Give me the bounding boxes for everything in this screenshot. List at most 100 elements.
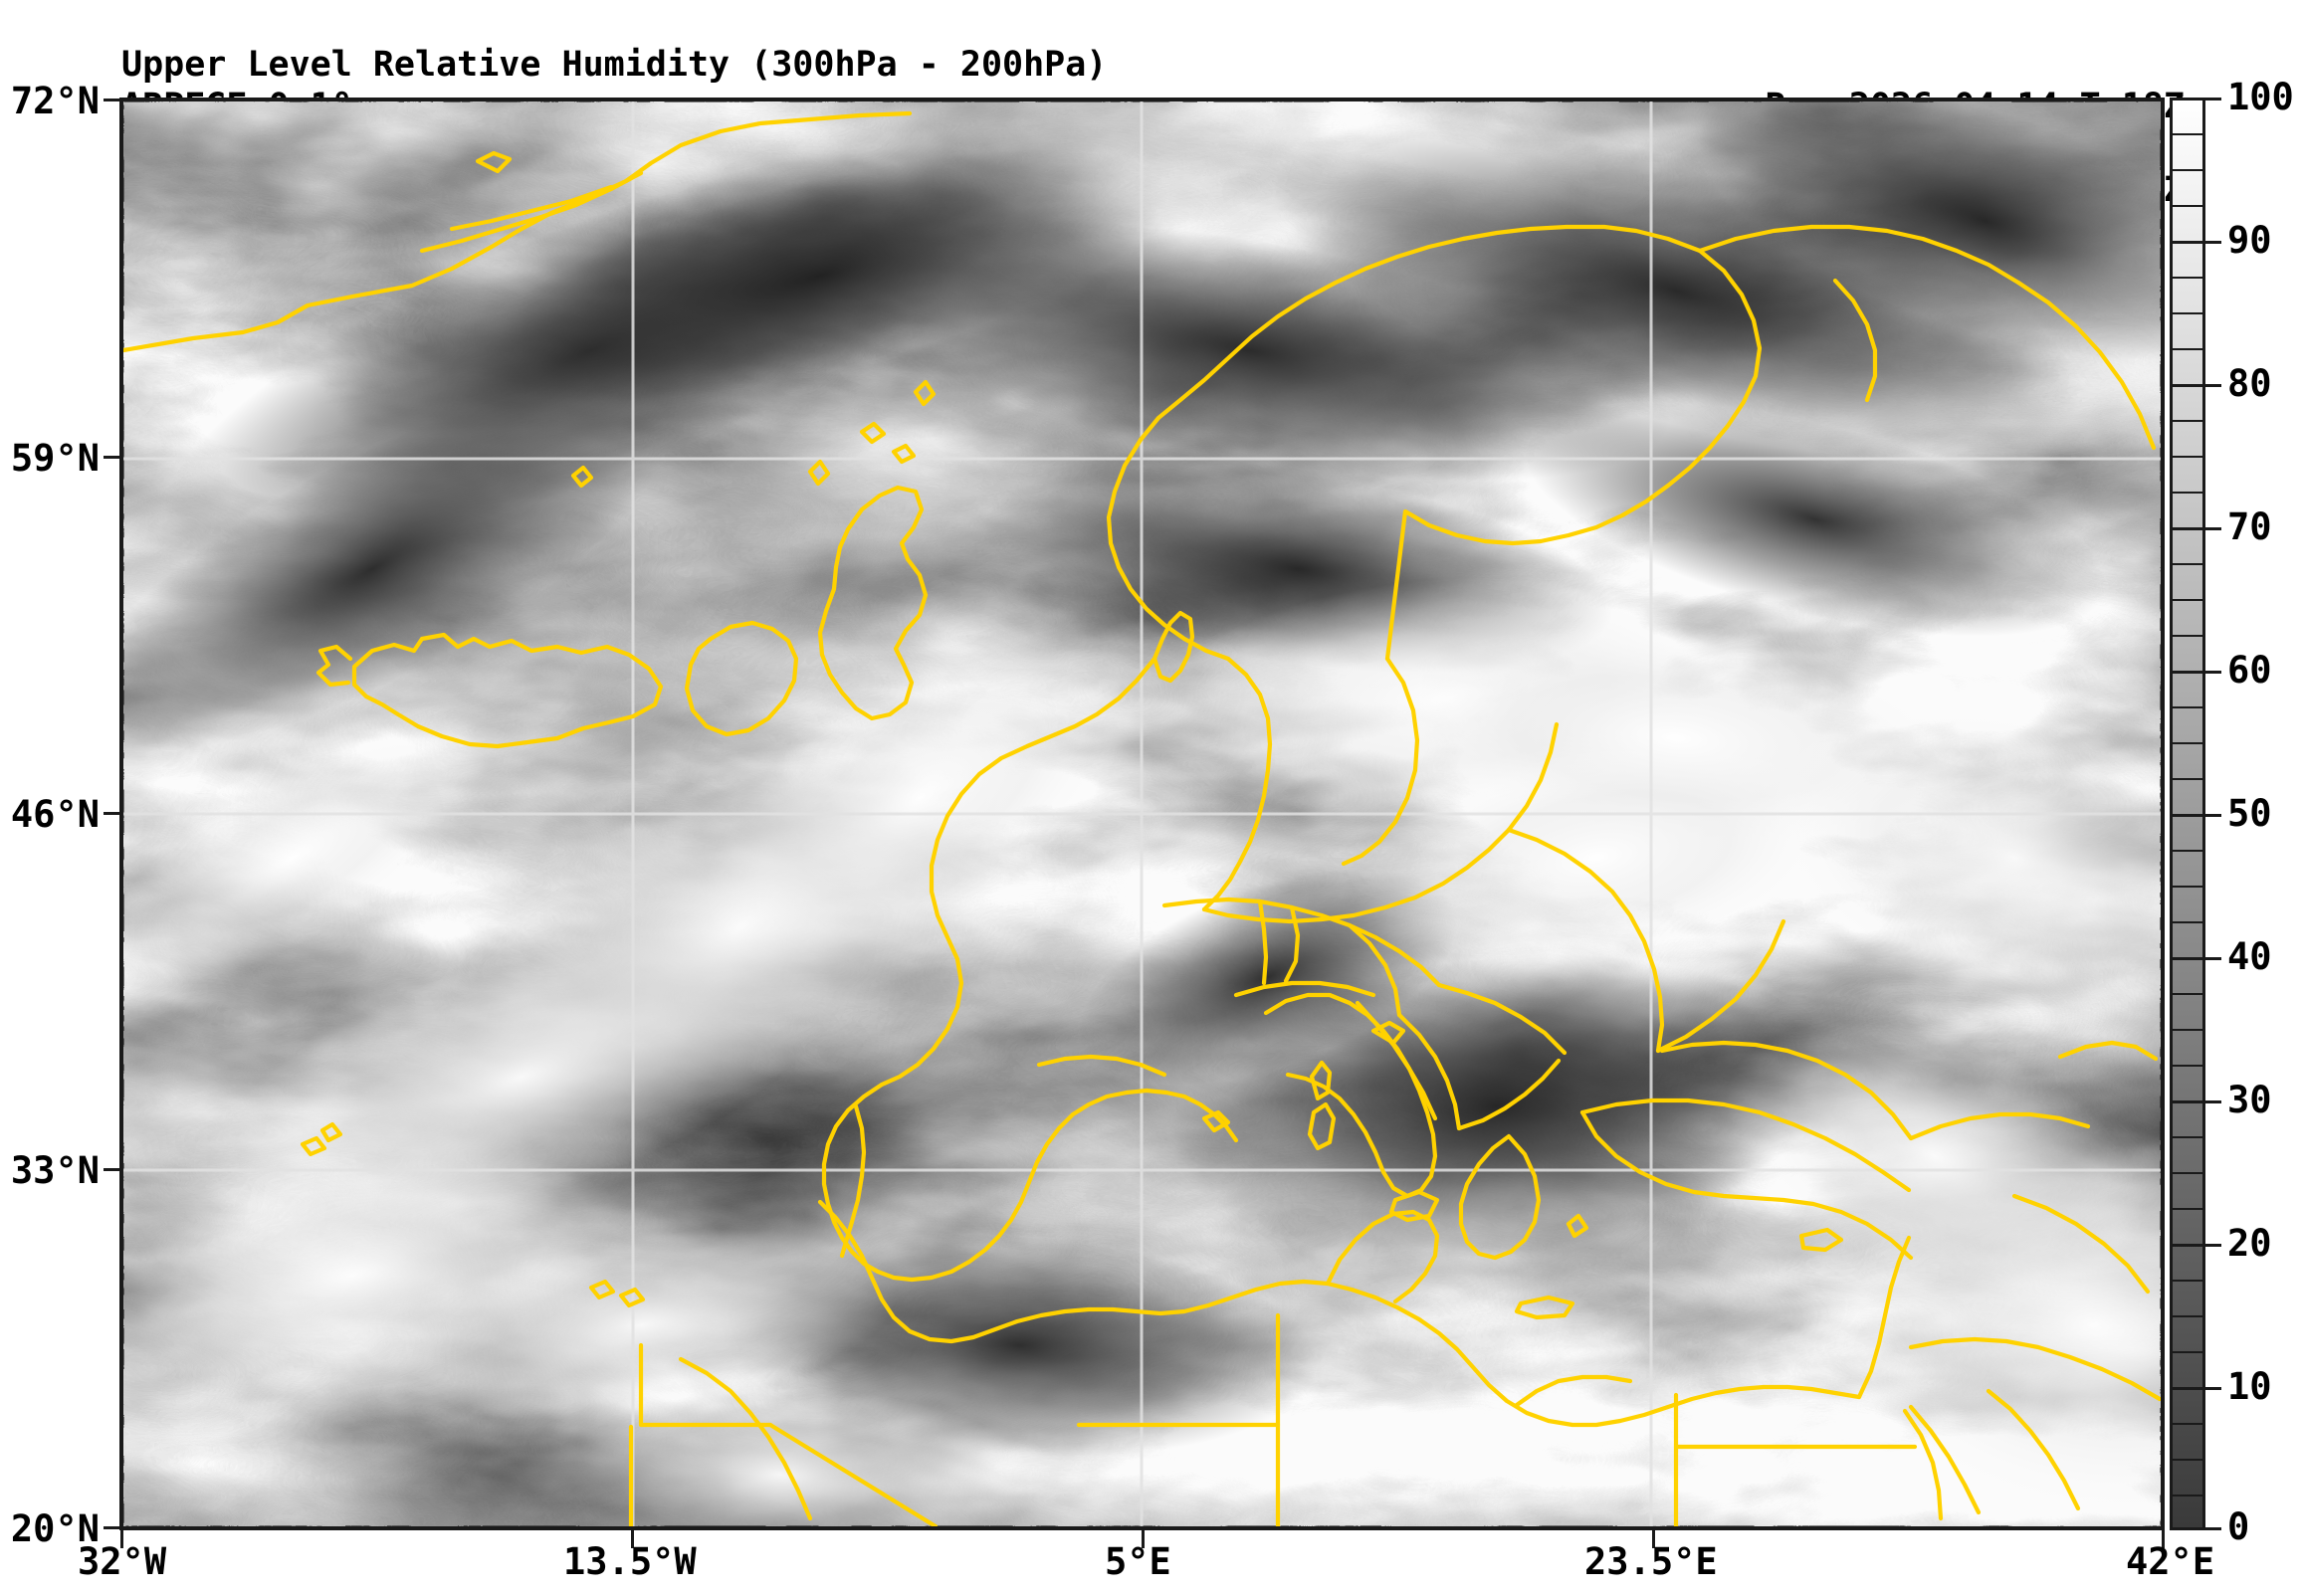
y-label-46: 46°N: [10, 793, 100, 836]
cb-minor-85: [2170, 312, 2205, 314]
coast-canaries-2: [618, 1287, 646, 1308]
coast-balearics: [1201, 1109, 1231, 1133]
border-alps: [1233, 980, 1376, 998]
chart-title: Upper Level Relative Humidity (300hPa - …: [121, 45, 1108, 85]
border-hungary-romania: [1436, 982, 1568, 1056]
x-label-32w: 32°W: [78, 1540, 167, 1583]
border-sahara-mali: [767, 1422, 939, 1526]
y-label-72: 72°N: [10, 80, 100, 122]
cb-label-0: 0: [2227, 1505, 2250, 1548]
border-austria-hungary: [1347, 922, 1402, 1018]
coast-sardinia: [1307, 1101, 1337, 1151]
border-russia-eastern: [2015, 280, 2157, 451]
x-tick-135w: [631, 1530, 634, 1548]
cb-major-50: [2170, 814, 2221, 817]
border-romania-ukraine: [1506, 827, 1665, 1054]
border-sahara-west-1: [638, 1342, 773, 1428]
border-belarus-russia: [1506, 721, 1560, 833]
cb-label-10: 10: [2227, 1365, 2272, 1408]
coast-canaries-1: [588, 1279, 616, 1300]
coast-shetland: [913, 379, 937, 407]
coast-black-sea: [1659, 1040, 1914, 1141]
cb-minor-475: [2170, 850, 2205, 852]
border-czech: [1283, 904, 1301, 984]
cb-minor-45: [2170, 886, 2205, 888]
x-tick-32w: [120, 1530, 123, 1548]
border-ukraine-russia: [1655, 918, 1786, 1054]
cb-minor-225: [2170, 1208, 2205, 1210]
coast-madeira: [300, 1135, 327, 1157]
coast-caspian: [2057, 1040, 2159, 1062]
y-tick-33: [104, 1168, 121, 1171]
coast-azores: [319, 1121, 343, 1143]
cb-minor-125: [2170, 1351, 2205, 1353]
coast-norway-west: [1106, 437, 1231, 662]
x-label-135w: 13.5°W: [563, 1540, 697, 1583]
x-label-235e: 23.5°E: [1584, 1540, 1718, 1583]
cb-minor-675: [2170, 563, 2205, 565]
coast-north-africa: [817, 1199, 1862, 1428]
border-germany-poland: [1257, 898, 1269, 986]
x-tick-5e: [1142, 1530, 1145, 1548]
x-tick-42e: [2162, 1530, 2165, 1548]
coast-finland: [1384, 248, 1763, 662]
coast-jan-mayen: [475, 150, 513, 174]
coast-adriatic: [1355, 1000, 1438, 1121]
coast-croatia: [1370, 1020, 1406, 1046]
cb-minor-325: [2170, 1065, 2205, 1067]
cb-major-30: [2170, 1100, 2221, 1103]
cb-minor-625: [2170, 635, 2205, 637]
cb-label-100: 100: [2227, 76, 2294, 118]
cb-major-20: [2170, 1244, 2221, 1247]
chart-header: Upper Level Relative Humidity (300hPa - …: [0, 0, 2302, 210]
cb-major-60: [2170, 671, 2221, 674]
coast-tunisia-bulge: [1325, 1209, 1440, 1304]
coast-greenland-fjords: [449, 184, 614, 232]
cb-major-10: [2170, 1387, 2221, 1390]
coast-greenland: [123, 110, 913, 353]
coast-cyprus: [1798, 1227, 1844, 1253]
border-central-europe: [1161, 897, 1442, 988]
cb-major-80: [2170, 384, 2221, 387]
cb-minor-775: [2170, 420, 2205, 422]
coast-hebrides: [807, 459, 831, 487]
x-label-42e: 42°E: [2126, 1540, 2215, 1583]
header-row-bottom: ARPEGE 0.1º +41 hours Forecast: Thursday…: [0, 44, 2302, 210]
cb-minor-275: [2170, 1136, 2205, 1138]
border-balkans-1: [1396, 1012, 1462, 1131]
coast-aegean-islands: [1566, 1213, 1589, 1239]
y-tick-20: [104, 1526, 121, 1529]
map-raster: [123, 101, 2161, 1526]
cb-minor-25: [2170, 1172, 2205, 1174]
humidity-map[interactable]: [119, 98, 2165, 1530]
y-label-59: 59°N: [10, 437, 100, 480]
border-iraq-iran: [2011, 1193, 2151, 1295]
colorbar[interactable]: 100 90 80 70 60 50 40 30 20 10 0: [2170, 76, 2302, 1548]
coast-arabia: [1986, 1388, 2081, 1511]
header-row-top: Upper Level Relative Humidity (300hPa - …: [0, 2, 2302, 126]
y-tick-72: [104, 99, 121, 101]
coast-faroes: [570, 465, 594, 489]
border-portugal: [839, 1103, 867, 1259]
cb-minor-925: [2170, 205, 2205, 207]
cb-major-40: [2170, 957, 2221, 960]
cb-label-50: 50: [2227, 792, 2272, 835]
y-tick-46: [104, 812, 121, 815]
border-balkans-2: [1456, 1058, 1562, 1131]
x-label-5e: 5°E: [1105, 1540, 1171, 1583]
cb-major-90: [2170, 241, 2221, 244]
cb-minor-35: [2170, 1029, 2205, 1031]
coast-norway: [1138, 224, 1703, 443]
border-caucasus: [1908, 1111, 2091, 1141]
cb-minor-25b: [2170, 1495, 2205, 1496]
cb-minor-725: [2170, 492, 2205, 494]
cb-minor-875: [2170, 277, 2205, 279]
cb-minor-525: [2170, 778, 2205, 780]
coastlines-layer: [123, 110, 2161, 1526]
cb-major-0: [2170, 1527, 2221, 1530]
coast-iceland-westfjords: [315, 644, 353, 688]
cb-minor-75: [2170, 456, 2205, 458]
coast-west-africa: [678, 1356, 813, 1521]
cb-minor-5: [2170, 1459, 2205, 1461]
y-tick-59: [104, 456, 121, 459]
